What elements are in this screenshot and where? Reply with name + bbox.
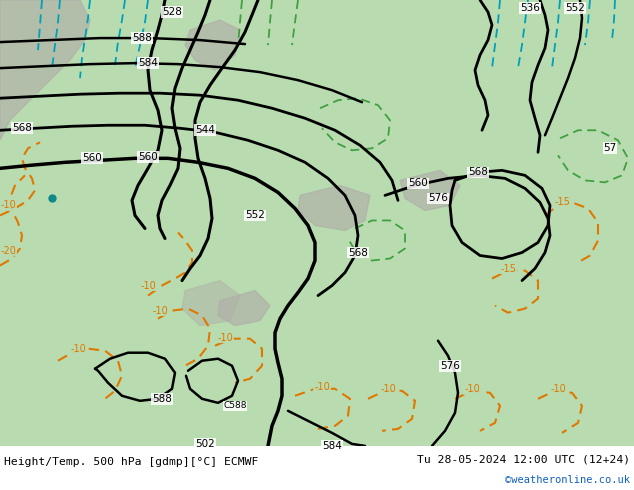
Polygon shape (182, 281, 240, 326)
Text: 560: 560 (82, 153, 102, 163)
Polygon shape (185, 20, 240, 70)
Text: 568: 568 (468, 168, 488, 177)
Text: -10: -10 (140, 281, 156, 291)
Text: -15: -15 (554, 197, 570, 207)
Text: 568: 568 (348, 247, 368, 258)
Text: 552: 552 (565, 3, 585, 13)
Text: 576: 576 (440, 361, 460, 371)
Text: -15: -15 (500, 264, 516, 273)
Text: -10: -10 (314, 382, 330, 392)
Text: -10: -10 (550, 384, 566, 394)
Text: 568: 568 (12, 123, 32, 133)
Polygon shape (298, 185, 370, 230)
Text: 536: 536 (520, 3, 540, 13)
Polygon shape (218, 291, 270, 326)
Text: -10: -10 (70, 343, 86, 354)
Text: -20: -20 (0, 245, 16, 255)
Text: -10: -10 (152, 306, 168, 316)
Text: 502: 502 (195, 439, 215, 449)
Polygon shape (400, 171, 460, 210)
Text: C588: C588 (223, 401, 247, 410)
Text: 560: 560 (408, 178, 428, 188)
Text: 584: 584 (138, 58, 158, 68)
Text: Height/Temp. 500 hPa [gdmp][°C] ECMWF: Height/Temp. 500 hPa [gdmp][°C] ECMWF (4, 457, 259, 467)
Text: 57: 57 (604, 143, 617, 153)
Text: 576: 576 (428, 194, 448, 203)
Text: 544: 544 (195, 125, 215, 135)
Text: -10: -10 (217, 333, 233, 343)
Text: -10: -10 (464, 384, 480, 394)
Text: 528: 528 (162, 7, 182, 17)
Text: -10: -10 (0, 200, 16, 210)
Text: 588: 588 (132, 33, 152, 43)
Text: 552: 552 (245, 210, 265, 221)
Text: Tu 28-05-2024 12:00 UTC (12+24): Tu 28-05-2024 12:00 UTC (12+24) (417, 455, 630, 465)
Text: ©weatheronline.co.uk: ©weatheronline.co.uk (505, 475, 630, 485)
Polygon shape (0, 0, 90, 140)
Text: -10: -10 (380, 384, 396, 394)
Text: 584: 584 (322, 441, 342, 451)
Text: 588: 588 (152, 394, 172, 404)
Text: 560: 560 (138, 152, 158, 162)
